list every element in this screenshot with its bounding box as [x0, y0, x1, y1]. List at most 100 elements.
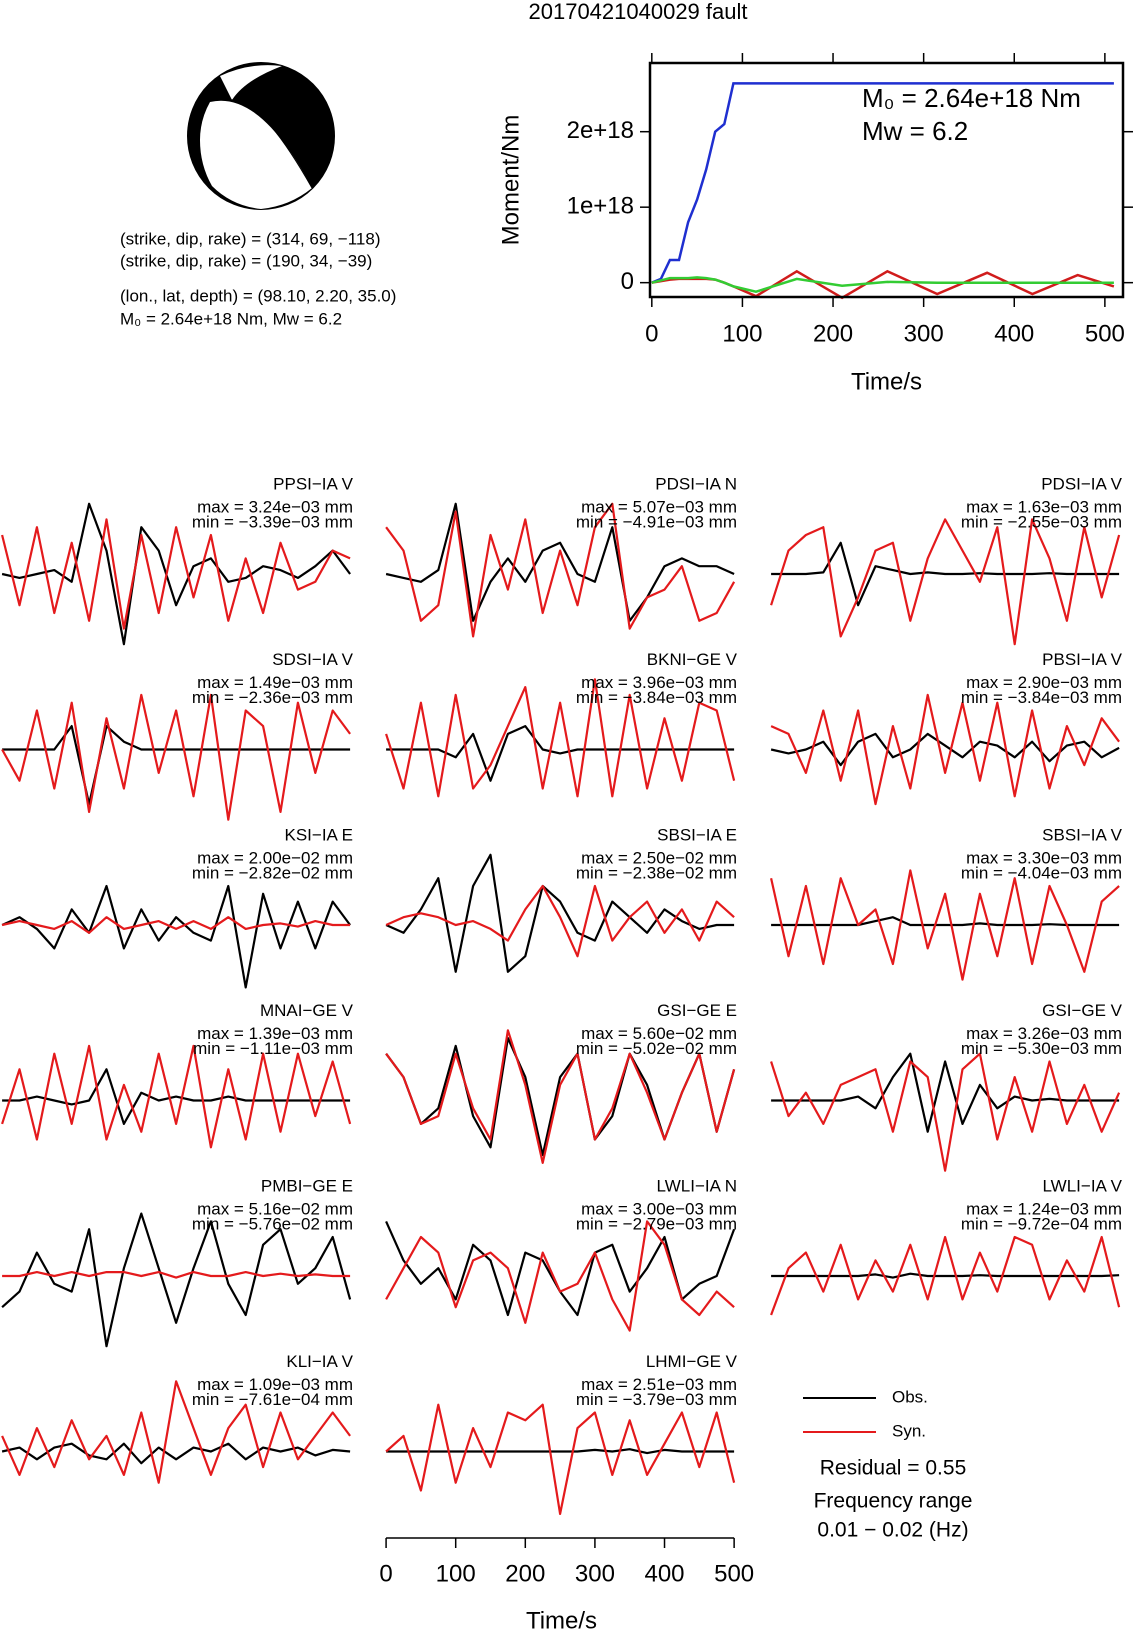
x-tick-label: 300 [575, 1560, 615, 1587]
plot-frame [648, 61, 1125, 299]
synthetic-trace [1, 518, 351, 630]
amplitude-label: max = 2.90e−03 mm [966, 673, 1122, 692]
synthetic-trace [770, 1235, 1121, 1316]
amplitude-label: max = 5.16e−02 mm [197, 1199, 353, 1218]
legend-label: Obs. [892, 1387, 928, 1406]
legend: Obs. Syn. [803, 1387, 928, 1440]
moment-line [651, 82, 1114, 284]
amplitude-label: min = −2.38e−02 mm [576, 863, 737, 882]
y-tick-label: 2e+18 [567, 117, 634, 144]
amplitude-label: max = 3.24e−03 mm [197, 497, 353, 516]
moment-line [651, 276, 1114, 293]
observed-trace [2, 1068, 351, 1125]
amplitude-label: max = 3.96e−03 mm [581, 673, 737, 692]
station-title: PMBI−GE E [261, 1176, 353, 1195]
amplitude-label: min = −2.82e−02 mm [192, 863, 353, 882]
station-title: SDSI−IA V [272, 650, 353, 669]
station-title: BKNI−GE V [647, 650, 738, 669]
synthetic-trace [2, 1271, 351, 1279]
synthetic-trace [770, 518, 1121, 646]
amplitude-label: max = 1.39e−03 mm [197, 1024, 353, 1043]
amplitude-label: max = 1.49e−03 mm [197, 673, 353, 692]
annotation: Mw = 6.2 [862, 116, 968, 146]
station-title: PDSI−IA V [1041, 474, 1122, 493]
station-title: PDSI−IA N [655, 474, 737, 493]
amplitude-label: max = 3.26e−03 mm [966, 1024, 1122, 1043]
amplitude-label: min = −5.76e−02 mm [192, 1214, 353, 1233]
station-title: LWLI−IA V [1042, 1176, 1122, 1195]
station-title: KLI−IA V [286, 1352, 353, 1371]
observed-trace [2, 725, 351, 806]
synthetic-trace [770, 1052, 1121, 1172]
amplitude-label: min = −4.04e−03 mm [961, 863, 1122, 882]
observed-trace [771, 916, 1120, 927]
observed-trace [771, 1272, 1120, 1279]
observed-trace [385, 502, 735, 622]
amplitude-label: min = −5.02e−02 mm [576, 1039, 737, 1058]
x-tick-label: 200 [505, 1560, 545, 1587]
y-tick-label: 0 [621, 268, 634, 295]
figure-title: 20170421040029 fault [529, 0, 748, 24]
x-tick-label: 500 [1085, 320, 1125, 347]
x-tick-label: 100 [436, 1560, 476, 1587]
y-tick-label: 1e+18 [567, 193, 634, 220]
source-param: (lon., lat, depth) = (98.10, 2.20, 35.0) [120, 286, 396, 305]
x-tick-label: 0 [379, 1560, 392, 1587]
amplitude-label: min = −7.61e−04 mm [192, 1390, 353, 1409]
station-title: MNAI−GE V [260, 1001, 354, 1020]
synthetic-trace [1, 1044, 352, 1149]
x-axis-title: Time/s [851, 368, 922, 395]
observed-trace [1, 1212, 352, 1348]
source-param: M₀ = 2.64e+18 Nm, Mw = 6.2 [120, 309, 342, 328]
station-title: LHMI−GE V [646, 1352, 738, 1371]
synthetic-trace [1, 1380, 351, 1484]
amplitude-label: min = −9.72e−04 mm [961, 1214, 1122, 1233]
source-param: (strike, dip, rake) = (314, 69, −118) [120, 229, 380, 248]
synthetic-trace [385, 678, 736, 798]
x-tick-label: 400 [644, 1560, 684, 1587]
x-tick-label: 400 [994, 320, 1034, 347]
source-param: (strike, dip, rake) = (190, 34, −39) [120, 251, 372, 270]
synthetic-trace [770, 693, 1120, 806]
station-title: GSI−GE V [1042, 1001, 1122, 1020]
observed-trace [386, 1448, 735, 1455]
beachball [187, 62, 335, 210]
y-axis-title: Moment/Nm [497, 115, 524, 246]
amplitude-label: max = 5.07e−03 mm [581, 497, 737, 516]
synthetic-trace [1, 916, 351, 934]
x-tick-label: 200 [813, 320, 853, 347]
moment-line [651, 269, 1115, 300]
synthetic-trace [385, 502, 736, 638]
synthetic-trace [770, 869, 1120, 981]
frequency-range: 0.01 − 0.02 (Hz) [817, 1519, 968, 1542]
synthetic-trace [385, 1220, 735, 1332]
amplitude-label: max = 3.30e−03 mm [966, 848, 1122, 867]
amplitude-label: max = 1.63e−03 mm [966, 497, 1122, 516]
x-tick-label: 0 [645, 320, 658, 347]
legend-label: Syn. [892, 1421, 926, 1440]
amplitude-label: min = −4.91e−03 mm [576, 512, 737, 531]
synthetic-trace [385, 1029, 736, 1164]
station-title: PPSI−IA V [273, 474, 354, 493]
amplitude-label: max = 1.09e−03 mm [197, 1375, 353, 1394]
station-title: SBSI−IA E [657, 825, 737, 844]
amplitude-label: min = −5.30e−03 mm [961, 1039, 1122, 1058]
station-title: KSI−IA E [284, 825, 353, 844]
amplitude-label: min = −3.39e−03 mm [192, 512, 353, 531]
observed-trace [771, 541, 1120, 607]
residual: Residual = 0.55 [820, 1457, 967, 1480]
amplitude-label: min = −3.79e−03 mm [576, 1390, 737, 1409]
observed-trace [385, 1220, 736, 1317]
station-title: SBSI−IA V [1042, 825, 1123, 844]
x-tick-label: 100 [722, 320, 762, 347]
frequency-label: Frequency range [814, 1490, 973, 1513]
amplitude-label: max = 2.51e−03 mm [581, 1375, 737, 1394]
station-title: LWLI−IA N [657, 1176, 737, 1195]
amplitude-label: min = −2.79e−03 mm [576, 1214, 737, 1233]
station-title: GSI−GE E [657, 1001, 737, 1020]
x-tick-label: 500 [714, 1560, 754, 1587]
amplitude-label: min = −2.55e−03 mm [961, 512, 1122, 531]
synthetic-trace [385, 1403, 736, 1515]
